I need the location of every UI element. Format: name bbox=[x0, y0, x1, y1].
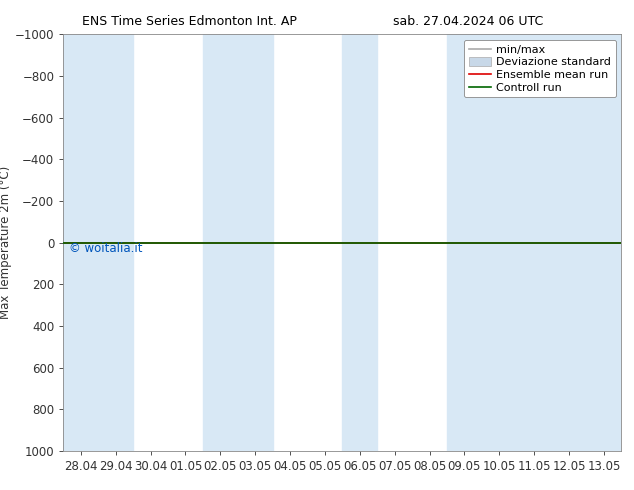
Text: © woitalia.it: © woitalia.it bbox=[69, 243, 143, 255]
Y-axis label: Max Temperature 2m (°C): Max Temperature 2m (°C) bbox=[0, 166, 12, 319]
Text: ENS Time Series Edmonton Int. AP: ENS Time Series Edmonton Int. AP bbox=[82, 15, 297, 28]
Bar bbox=[63, 34, 133, 451]
Bar bbox=[203, 34, 273, 451]
Legend: min/max, Deviazione standard, Ensemble mean run, Controll run: min/max, Deviazione standard, Ensemble m… bbox=[464, 40, 616, 97]
Text: sab. 27.04.2024 06 UTC: sab. 27.04.2024 06 UTC bbox=[393, 15, 543, 28]
Bar bbox=[342, 34, 377, 451]
Bar bbox=[447, 34, 621, 451]
